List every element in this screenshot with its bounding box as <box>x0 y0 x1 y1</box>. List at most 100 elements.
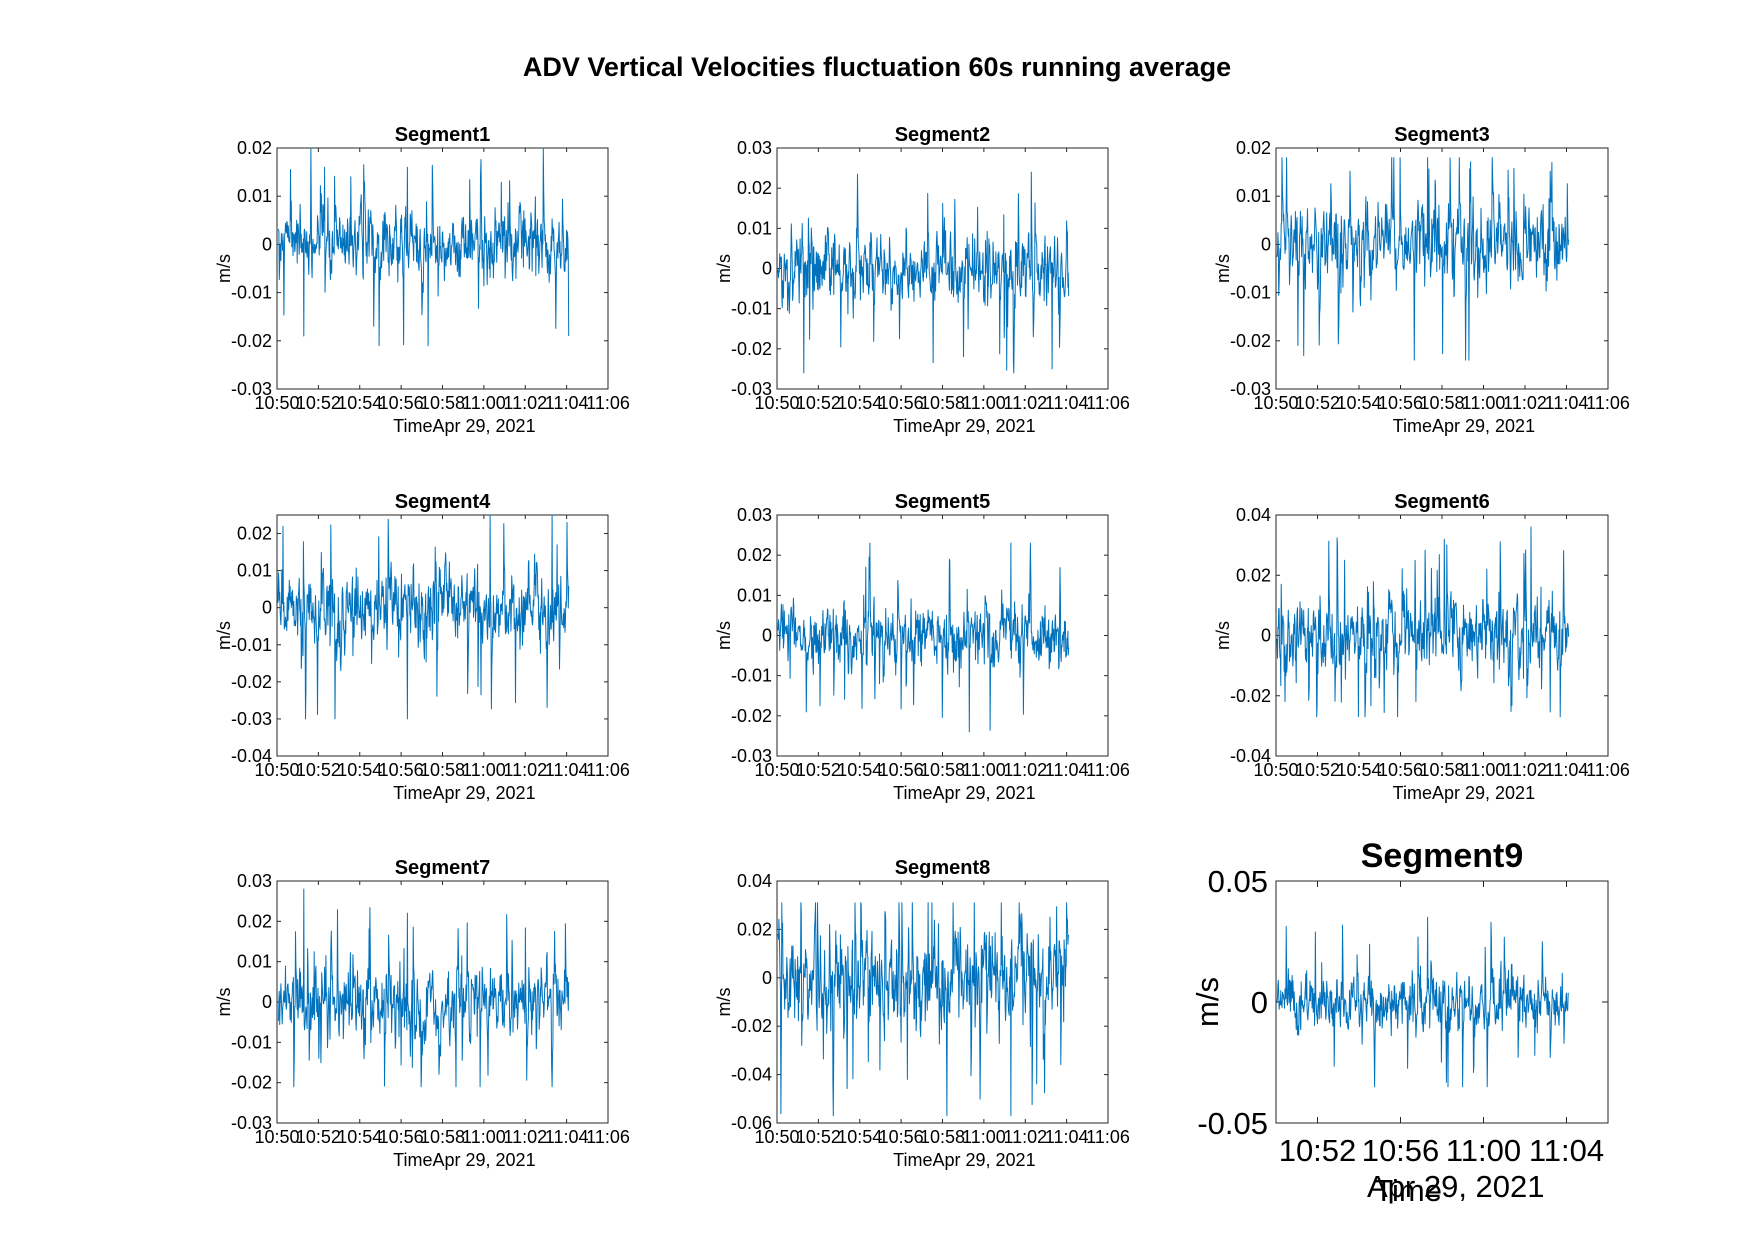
x-tick-label: 10:56 <box>379 760 424 780</box>
x-tick-label: 11:04 <box>1545 760 1589 780</box>
subplot-title: Segment9 <box>1361 837 1524 875</box>
y-tick-label: -0.02 <box>231 672 272 692</box>
axes-frame <box>276 147 609 390</box>
x-tick-label: 10:52 <box>796 1127 841 1147</box>
x-tick-label: 10:56 <box>379 393 424 413</box>
y-axis-label: m/s <box>1190 977 1225 1027</box>
x-tick-label: 11:02 <box>1503 393 1547 413</box>
axes-frame <box>276 514 609 757</box>
y-tick-label: -0.05 <box>1197 1106 1268 1141</box>
x-tick-label: 10:54 <box>837 393 882 413</box>
x-tick-label: 10:52 <box>796 393 841 413</box>
x-tick-label: 11:00 <box>962 1127 1006 1147</box>
x-tick-label: 10:56 <box>879 393 924 413</box>
y-tick-label: 0.03 <box>237 871 272 891</box>
subplot-title: Segment7 <box>395 857 491 879</box>
y-tick-label: 0.01 <box>737 585 772 605</box>
x-tick-label: 11:04 <box>545 393 589 413</box>
x-tick-label: 10:56 <box>1362 1133 1440 1168</box>
y-tick-label: 0.03 <box>737 138 772 158</box>
velocity-series-line <box>1276 526 1570 718</box>
x-tick-label: 10:54 <box>337 393 382 413</box>
subplot-9: Segment9 0.05 0 -0.05 10:52 10:56 11:00 11:04 Ti… <box>1190 837 1609 1208</box>
y-tick-label: 0.01 <box>1236 186 1271 206</box>
x-tick-label: 11:00 <box>1462 760 1506 780</box>
y-axis-label: m/s <box>1213 621 1233 650</box>
subplot-title: Segment5 <box>895 491 991 513</box>
x-tick-label: 10:54 <box>1336 393 1381 413</box>
y-tick-label: -0.02 <box>1230 331 1271 351</box>
x-tick-label: 11:04 <box>545 1127 589 1147</box>
x-tick-label: 10:54 <box>1336 760 1381 780</box>
x-tick-label: 11:00 <box>962 393 1006 413</box>
y-tick-label: -0.02 <box>731 706 772 726</box>
x-tick-label: 11:06 <box>1086 760 1130 780</box>
y-axis-label: m/s <box>214 621 234 650</box>
x-tick-label: 10:58 <box>1419 760 1464 780</box>
y-tick-label: -0.02 <box>231 1073 272 1093</box>
y-tick-label: -0.01 <box>1230 283 1271 303</box>
subplot-title: Segment3 <box>1394 124 1490 146</box>
x-tick-label: 10:58 <box>920 1127 965 1147</box>
x-axis-date-label: Apr 29, 2021 <box>433 1150 536 1170</box>
y-tick-label: -0.02 <box>1230 686 1271 706</box>
y-tick-label: 0.02 <box>237 138 272 158</box>
y-axis-label: m/s <box>214 988 234 1017</box>
y-tick-label: -0.01 <box>731 666 772 686</box>
x-axis-label: Time <box>1393 783 1432 803</box>
subplot-title: Segment2 <box>895 124 991 146</box>
x-tick-label: 11:04 <box>1045 1127 1089 1147</box>
x-tick-label: 11:02 <box>503 393 547 413</box>
subplot-title: Segment8 <box>895 857 991 879</box>
x-tick-label: 10:50 <box>754 393 799 413</box>
y-tick-label: -0.04 <box>731 1065 772 1085</box>
x-axis-date-label: Apr 29, 2021 <box>933 416 1036 436</box>
x-tick-label: 11:02 <box>1003 1127 1047 1147</box>
x-tick-label: 10:50 <box>254 1127 299 1147</box>
y-tick-label: -0.01 <box>231 283 272 303</box>
y-tick-label: 0.01 <box>237 186 272 206</box>
y-tick-label: -0.02 <box>731 339 772 359</box>
x-tick-label: 11:00 <box>462 760 506 780</box>
y-tick-label: -0.01 <box>231 1032 272 1052</box>
y-tick-label: 0 <box>1261 626 1271 646</box>
x-tick-label: 11:02 <box>503 760 547 780</box>
y-tick-label: 0.01 <box>237 561 272 581</box>
x-tick-label: 11:02 <box>503 1127 547 1147</box>
x-tick-label: 10:56 <box>879 1127 924 1147</box>
x-axis-date-label: Apr 29, 2021 <box>1432 783 1535 803</box>
x-axis-label: Time <box>893 1150 932 1170</box>
y-tick-label: 0.03 <box>737 505 772 525</box>
x-axis-label: Time <box>393 783 432 803</box>
x-tick-label: 10:54 <box>837 760 882 780</box>
velocity-series-line <box>1276 916 1570 1088</box>
x-tick-label: 10:52 <box>296 393 341 413</box>
y-axis-label: m/s <box>714 621 734 650</box>
velocity-series-line <box>277 514 570 720</box>
y-tick-label: 0 <box>762 259 772 279</box>
x-tick-label: 10:52 <box>1295 760 1340 780</box>
y-tick-label: 0 <box>262 598 272 618</box>
subplot-title: Segment4 <box>395 491 491 513</box>
y-tick-label: 0.04 <box>737 871 772 891</box>
x-tick-label: 10:54 <box>337 760 382 780</box>
subplot-2: Segment20.030.020.010-0.01-0.02-0.0310:5… <box>714 124 1130 436</box>
figure-title: ADV Vertical Velocities fluctuation 60s … <box>523 52 1231 82</box>
y-tick-label: -0.06 <box>731 1113 772 1133</box>
y-tick-label: 0.04 <box>1236 505 1271 525</box>
x-tick-label: 10:52 <box>296 760 341 780</box>
y-tick-label: 0 <box>262 992 272 1012</box>
y-tick-label: -0.03 <box>731 379 772 399</box>
x-tick-label: 11:04 <box>1545 393 1589 413</box>
y-tick-label: -0.01 <box>231 635 272 655</box>
x-tick-label: 11:00 <box>962 760 1006 780</box>
velocity-series-line <box>277 147 570 347</box>
x-tick-label: 10:50 <box>1253 760 1298 780</box>
y-tick-label: -0.03 <box>1230 379 1271 399</box>
x-tick-label: 10:58 <box>920 393 965 413</box>
x-tick-label: 11:06 <box>1586 760 1630 780</box>
y-tick-label: -0.02 <box>231 331 272 351</box>
x-tick-label: 11:02 <box>1003 760 1047 780</box>
y-tick-label: 0 <box>762 626 772 646</box>
velocity-series-line <box>1276 157 1570 361</box>
